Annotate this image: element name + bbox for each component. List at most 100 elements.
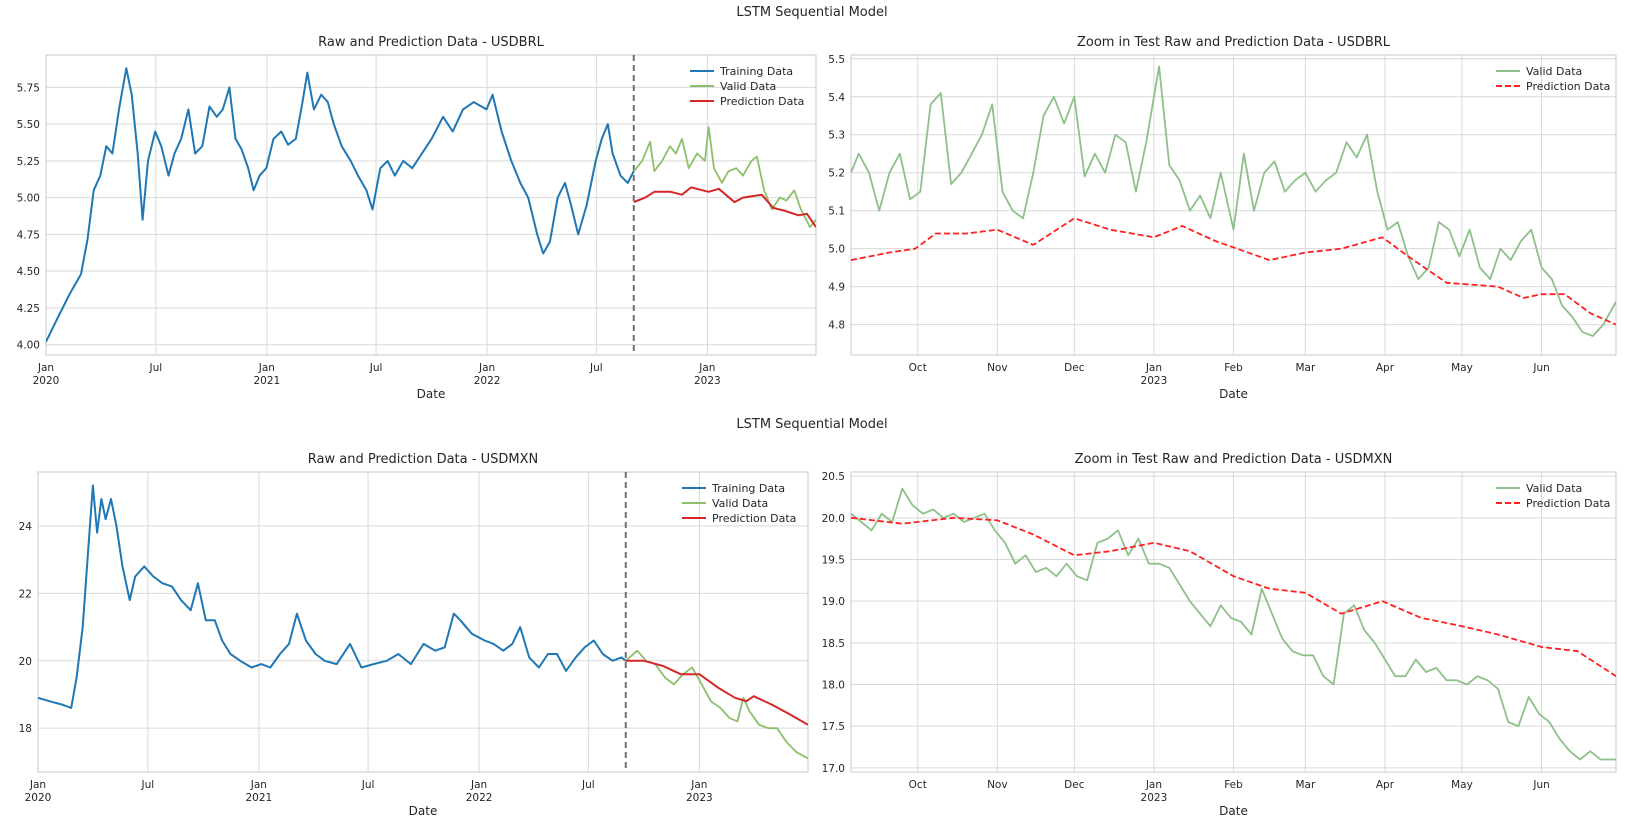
x-tick-year: 2022 (466, 792, 493, 804)
x-tick-label: Apr (1376, 362, 1395, 374)
x-tick-label: Jan (37, 362, 54, 374)
x-tick-label: May (1451, 779, 1473, 791)
x-tick-label: Jul (369, 362, 383, 374)
legend: Valid Data Prediction Data (1496, 65, 1610, 93)
y-tick-label: 5.00 (17, 193, 40, 205)
x-tick-label: Mar (1295, 779, 1315, 791)
x-tick-label: Jun (1532, 779, 1549, 791)
series-group (851, 65, 1616, 337)
x-tick-label: Jul (148, 362, 162, 374)
x-tick-year: 2020 (33, 375, 60, 387)
y-tick-label: 4.8 (828, 320, 845, 332)
y-tick-label: 4.50 (17, 266, 40, 278)
y-tick-label: 19.5 (822, 555, 845, 567)
legend-label: Prediction Data (1526, 80, 1610, 93)
chart-title: Raw and Prediction Data - USDBRL (318, 35, 545, 50)
series-group (851, 487, 1616, 761)
x-tick-label: Jun (1532, 362, 1549, 374)
x-tick-year: 2021 (253, 375, 280, 387)
series-line-prediction-data (625, 659, 808, 726)
chart-brl-zoom: Zoom in Test Raw and Prediction Data - U… (828, 35, 1617, 401)
x-tick-year: 2023 (686, 792, 713, 804)
y-tick-label: 5.0 (828, 244, 845, 256)
plot-frame (850, 54, 1617, 356)
x-tick-label: Jan (478, 362, 495, 374)
y-tick-label: 17.5 (822, 721, 845, 733)
plot-frame (850, 471, 1617, 773)
legend-label: Valid Data (1526, 482, 1582, 495)
series-line-prediction-data (633, 186, 816, 228)
y-tick-label: 5.4 (828, 92, 845, 104)
legend-label: Prediction Data (1526, 497, 1610, 510)
x-tick-label: Jan (258, 362, 275, 374)
y-tick-label: 5.50 (17, 119, 40, 131)
y-tick-label: 20.5 (822, 471, 845, 483)
x-axis-label: Date (417, 387, 446, 401)
x-tick-label: Mar (1295, 362, 1315, 374)
y-tick-label: 19.0 (822, 596, 845, 608)
legend-label: Training Data (719, 65, 793, 78)
x-tick-label: Dec (1064, 779, 1085, 791)
x-tick-year: 2023 (694, 375, 721, 387)
x-tick-label: May (1451, 362, 1473, 374)
series-group (38, 472, 808, 772)
x-tick-year: 2020 (25, 792, 52, 804)
chart-title: Zoom in Test Raw and Prediction Data - U… (1075, 452, 1393, 467)
plot-frame (37, 471, 809, 773)
legend-label: Valid Data (720, 80, 776, 93)
x-tick-label: Jan (250, 779, 267, 791)
x-tick-label: Jan (1145, 779, 1162, 791)
y-tick-label: 18.0 (822, 680, 845, 692)
chart-brl-full: Raw and Prediction Data - USDBRL 4.00 4.25… (17, 35, 817, 401)
y-tick-label: 4.75 (17, 229, 40, 241)
series-line-training-data (38, 484, 627, 709)
y-tick-label: 4.00 (17, 340, 40, 352)
legend-label: Prediction Data (712, 512, 796, 525)
legend-label: Valid Data (1526, 65, 1582, 78)
y-tick-label: 5.3 (828, 130, 845, 142)
x-tick-year: 2023 (1141, 792, 1168, 804)
series-line-valid-data (851, 65, 1616, 337)
y-tick-label: 5.25 (17, 156, 40, 168)
x-tick-label: Oct (909, 779, 927, 791)
x-tick-label: Dec (1064, 362, 1085, 374)
x-tick-label: Jan (1145, 362, 1162, 374)
x-tick-label: Jul (589, 362, 603, 374)
x-tick-label: Jul (581, 779, 595, 791)
y-tick-label: 20 (19, 656, 32, 668)
series-line-valid-data (851, 487, 1616, 761)
x-axis-label: Date (1219, 387, 1248, 401)
x-tick-year: 2022 (474, 375, 501, 387)
series-line-valid-data (633, 126, 816, 229)
series-line-prediction-data (851, 217, 1616, 326)
y-tick-label: 5.5 (828, 54, 845, 66)
y-tick-label: 5.75 (17, 82, 40, 94)
y-tick-label: 5.2 (828, 168, 845, 180)
legend-label: Training Data (711, 482, 785, 495)
chart-title: Zoom in Test Raw and Prediction Data - U… (1077, 35, 1391, 50)
x-tick-label: Jan (690, 779, 707, 791)
series-line-training-data (46, 67, 635, 343)
series-line-valid-data (625, 649, 808, 760)
plot-frame (45, 54, 817, 356)
x-tick-label: Feb (1224, 779, 1243, 791)
y-tick-label: 24 (19, 521, 33, 533)
x-tick-label: Nov (987, 779, 1008, 791)
x-tick-label: Oct (909, 362, 927, 374)
legend-label: Valid Data (712, 497, 768, 510)
chart-title: Raw and Prediction Data - USDMXN (308, 452, 538, 467)
series-group (46, 55, 816, 355)
legend: Training Data Valid Data Prediction Data (690, 65, 804, 108)
x-tick-label: Apr (1376, 779, 1395, 791)
y-tick-label: 22 (19, 588, 32, 600)
x-tick-label: Jan (698, 362, 715, 374)
suptitle-bottom: LSTM Sequential Model (736, 417, 887, 432)
x-tick-label: Jan (29, 779, 46, 791)
y-tick-label: 4.9 (828, 282, 845, 294)
x-tick-year: 2023 (1141, 375, 1168, 387)
suptitle-top: LSTM Sequential Model (736, 5, 887, 20)
legend: Valid Data Prediction Data (1496, 482, 1610, 510)
chart-mxn-zoom: Zoom in Test Raw and Prediction Data - U… (822, 452, 1617, 818)
x-tick-label: Jan (470, 779, 487, 791)
